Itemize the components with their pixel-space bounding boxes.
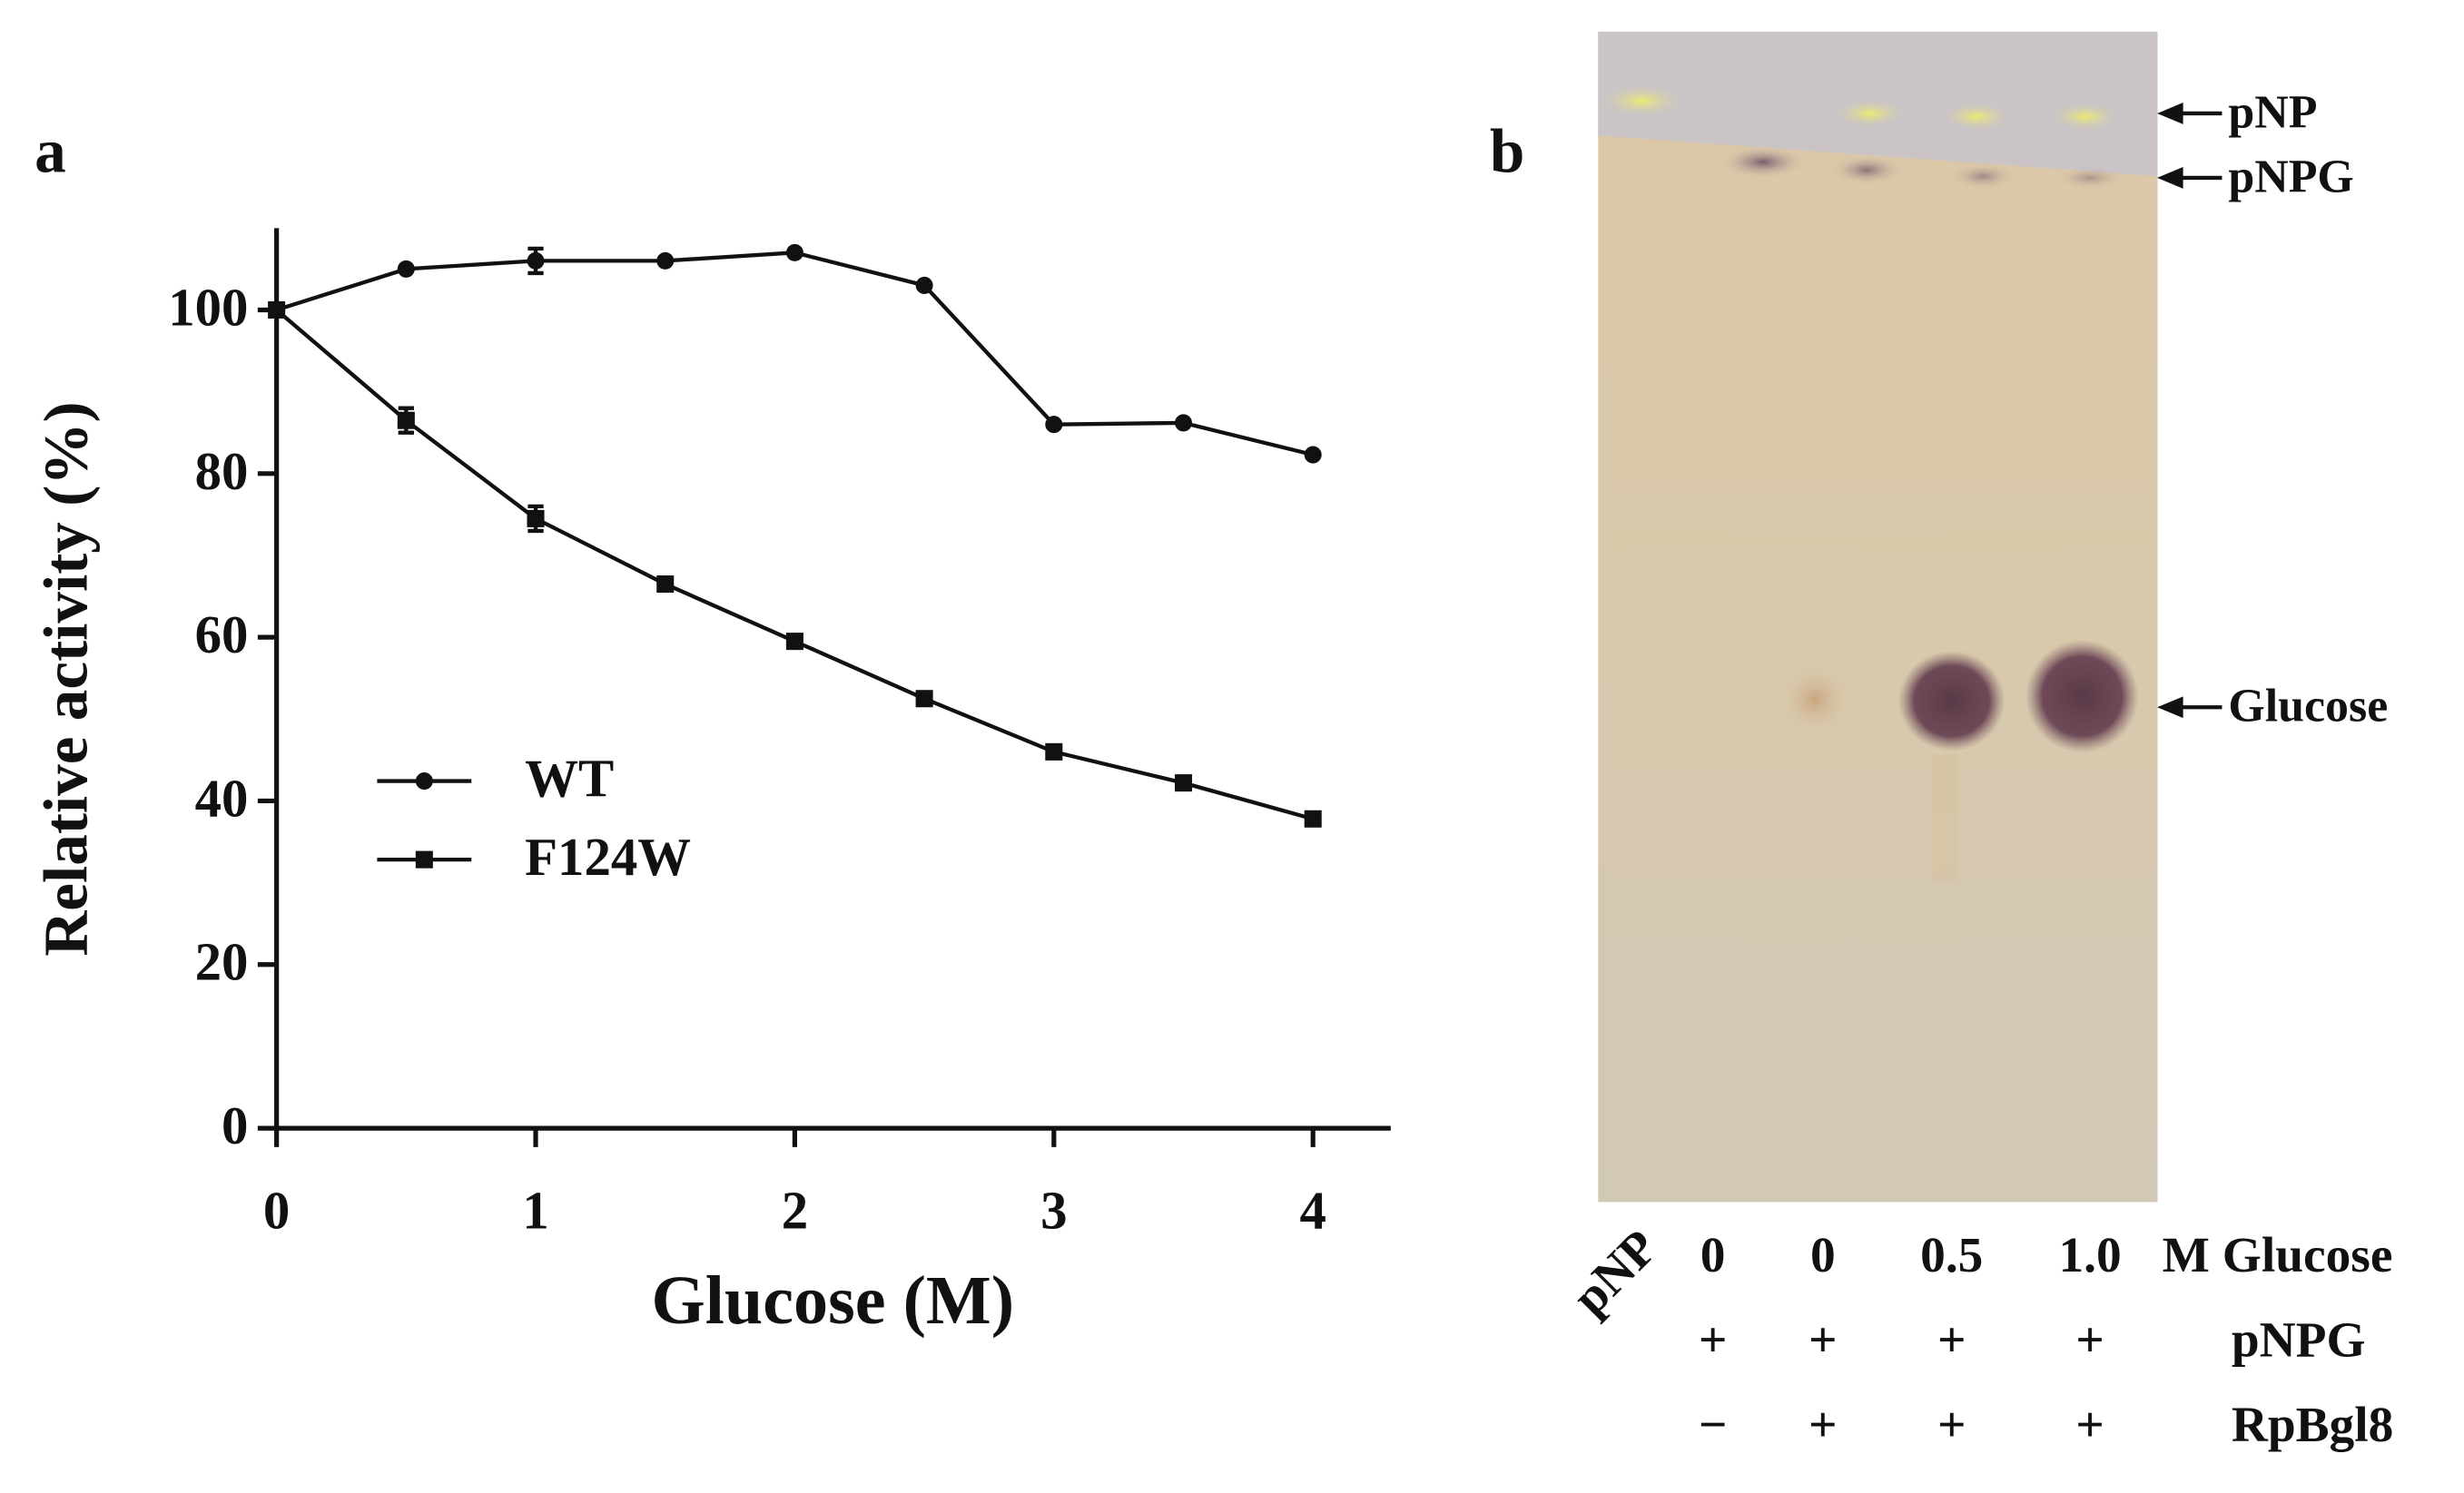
marker [1174,414,1193,432]
panel-label: b [1490,115,1524,185]
x-axis-title: Glucose (M) [652,1262,1015,1339]
marker [1304,446,1322,464]
x-tick-label: 0 [263,1182,290,1241]
lane-cell: + [2075,1312,2104,1368]
y-tick-label: 100 [168,278,248,337]
band-labels: pNP pNPG Glucose [2157,86,2388,732]
marker [785,633,803,651]
lane-cell: − [1699,1397,1728,1452]
marker [785,243,803,261]
y-axis-title: Relative activity (%) [31,401,101,956]
band-label: pNPG [2228,151,2353,202]
marker [915,690,933,708]
y-tick-label: 80 [195,442,249,501]
x-tick-label: 2 [782,1182,808,1241]
x-tick-label: 4 [1299,1182,1326,1241]
line [275,308,1314,821]
marker [527,251,545,270]
arrow [2157,167,2223,189]
arrow [2157,696,2223,719]
lane-cell: 1.0 [2058,1227,2121,1282]
marker [397,260,415,278]
y-tick-label: 0 [222,1096,248,1155]
panel-label: a [34,115,66,185]
lane-label: pNP [1562,1219,1668,1325]
legend-label: F124W [525,828,691,887]
marker [915,276,933,294]
lane-cell: + [1809,1312,1838,1368]
row-label: RpBgl8 [2232,1397,2393,1452]
marker [1174,774,1193,792]
marker [656,251,675,270]
lane-cell: + [1937,1397,1966,1452]
marker [415,850,433,869]
y-tick-label: 60 [195,605,249,664]
y-tick-label: 40 [195,769,249,828]
plot-area: 0 20 40 60 80 100 0 1 2 3 4 WT F124W [168,228,1391,1241]
row-label: pNPG [2232,1312,2366,1368]
marker [415,772,433,791]
x-tick-label: 1 [522,1182,548,1241]
y-tick-label: 20 [195,933,249,992]
marker [1045,742,1063,761]
tlc-plate [1598,31,2158,1203]
row-label: M Glucose [2163,1227,2393,1282]
x-tick-label: 3 [1040,1182,1067,1241]
lane-cell: + [2075,1397,2104,1452]
line [275,250,1314,457]
marker [527,509,545,527]
marker [656,575,675,594]
band-label: Glucose [2228,681,2388,732]
marker [397,411,415,429]
lane-cell: 0 [1810,1227,1836,1282]
marker [1304,810,1322,828]
band-label: pNP [2228,86,2317,138]
lane-cell: 0 [1700,1227,1726,1282]
lane-cell: + [1809,1397,1838,1452]
lane-cell: 0.5 [1920,1227,1983,1282]
lane-table: 0 0 0.5 1.0 M Glucose + + + + pNPG − + + + RpBgl8 [1699,1227,2393,1452]
marker [268,300,286,319]
lane-cell: + [1937,1312,1966,1368]
arrow [2157,103,2223,124]
lane-cell: + [1699,1312,1728,1368]
legend-label: WT [525,750,614,809]
marker [1045,416,1063,434]
